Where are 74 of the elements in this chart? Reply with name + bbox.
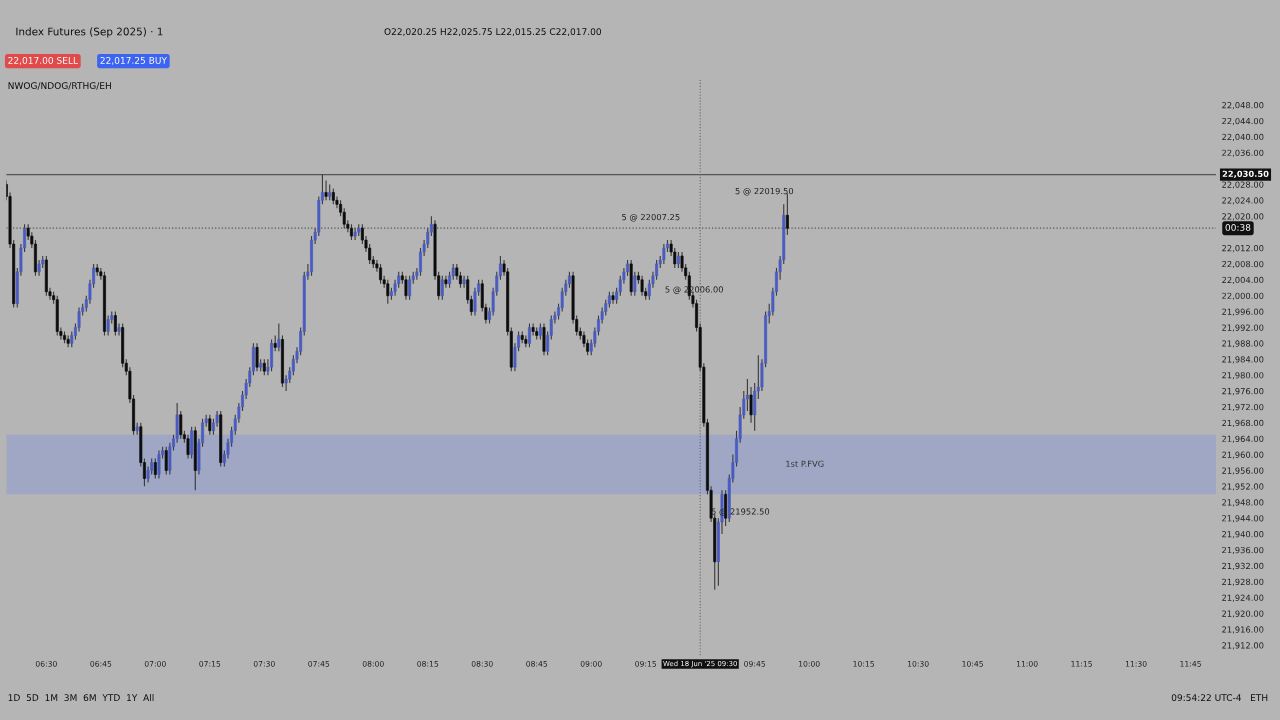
y-tick-label: 22,020.00 xyxy=(1222,213,1264,221)
y-tick-label: 21,984.00 xyxy=(1222,356,1264,364)
candlestick xyxy=(724,489,728,527)
candlestick xyxy=(190,426,194,460)
candlestick xyxy=(353,227,357,241)
y-tick-label: 21,912.00 xyxy=(1222,642,1264,650)
y-tick-label: 21,968.00 xyxy=(1222,419,1264,427)
y-tick-label: 21,924.00 xyxy=(1222,594,1264,602)
candlestick xyxy=(531,322,535,336)
annotation: 5 @ 22019.50 xyxy=(735,187,794,196)
y-tick-label: 21,992.00 xyxy=(1222,324,1264,332)
y-tick-label: 22,024.00 xyxy=(1222,197,1264,205)
y-tick-label: 22,028.00 xyxy=(1222,181,1264,189)
candlestick xyxy=(324,179,328,201)
band-label: 1st P.FVG xyxy=(786,460,824,467)
y-tick-label: 21,948.00 xyxy=(1222,499,1264,507)
y-tick-label: 22,000.00 xyxy=(1222,292,1264,300)
candlestick xyxy=(310,235,313,277)
candlestick xyxy=(117,322,121,336)
candlestick xyxy=(440,275,444,301)
y-tick-label: 21,964.00 xyxy=(1222,435,1264,443)
candlestick xyxy=(640,275,644,297)
text: 1D 5D 1M 3M 6M YTD 1Y All xyxy=(8,694,154,702)
y-tick-label: 21,920.00 xyxy=(1222,610,1264,618)
candlestick xyxy=(542,322,546,356)
candlestick xyxy=(662,243,666,265)
y-tick-label: 21,960.00 xyxy=(1222,451,1264,459)
y-tick-label: 21,976.00 xyxy=(1222,388,1264,396)
chart-subtitle: O22,020.25 H22,025.75 L22,015.25 C22,017.00 xyxy=(384,28,602,36)
y-tick-label: 21,956.00 xyxy=(1222,467,1264,475)
candlestick xyxy=(63,330,66,344)
y-tick-label: 21,980.00 xyxy=(1222,372,1264,380)
candlestick xyxy=(408,275,412,301)
candlestick xyxy=(404,275,408,301)
candlestick xyxy=(103,271,106,336)
y-tick-label: 22,044.00 xyxy=(1222,117,1264,126)
candlestick xyxy=(745,378,749,412)
candlestick xyxy=(611,291,615,305)
candlestick xyxy=(179,410,183,440)
y-tick-label: 21,996.00 xyxy=(1222,308,1264,316)
y-tick-label: 21,988.00 xyxy=(1222,340,1264,348)
y-tick-label: 21,932.00 xyxy=(1222,562,1264,570)
text: 22,017.00 SELL xyxy=(8,56,78,65)
y-tick-label: 21,916.00 xyxy=(1222,626,1264,634)
y-tick-label: 22,036.00 xyxy=(1222,149,1264,157)
annotation: NWOG/NDOG/RTHG/EH xyxy=(8,82,111,90)
candlestick xyxy=(379,263,383,285)
y-tick-label: 22,048.00 xyxy=(1222,102,1264,110)
candlestick xyxy=(350,223,353,241)
y-tick-label: 21,936.00 xyxy=(1222,546,1264,555)
candlestick xyxy=(462,275,466,289)
text: 22,017.25 BUY xyxy=(100,56,167,65)
candlestick xyxy=(270,338,274,372)
chart-title: Index Futures (Sep 2025) · 1 xyxy=(16,27,163,38)
text: 00:38 xyxy=(1225,224,1251,231)
candlestick xyxy=(753,382,757,432)
ref-line-label: 22,030.50 xyxy=(1222,170,1269,179)
candlestick xyxy=(186,434,190,460)
candlestick xyxy=(277,322,281,352)
y-tick-label: 21,952.00 xyxy=(1222,483,1264,491)
y-tick-label: 21,928.00 xyxy=(1222,578,1264,586)
candlestick xyxy=(444,275,448,289)
candlestick xyxy=(157,450,161,479)
y-tick-label: 22,040.00 xyxy=(1222,133,1264,141)
y-tick-label: 21,972.00 xyxy=(1222,403,1264,412)
y-tick-label: 21,944.00 xyxy=(1222,515,1264,523)
candlestick xyxy=(255,342,259,372)
y-tick-label: 22,008.00 xyxy=(1222,260,1264,269)
y-tick-label: 21,940.00 xyxy=(1222,531,1264,539)
y-tick-label: 22,004.00 xyxy=(1222,276,1264,284)
text: 09:54:22 UTC-4 ETH xyxy=(1171,694,1268,702)
annotation: 5 @ 22007.25 xyxy=(622,213,680,222)
candlestick xyxy=(106,315,110,336)
y-tick-label: 22,012.00 xyxy=(1222,245,1264,253)
